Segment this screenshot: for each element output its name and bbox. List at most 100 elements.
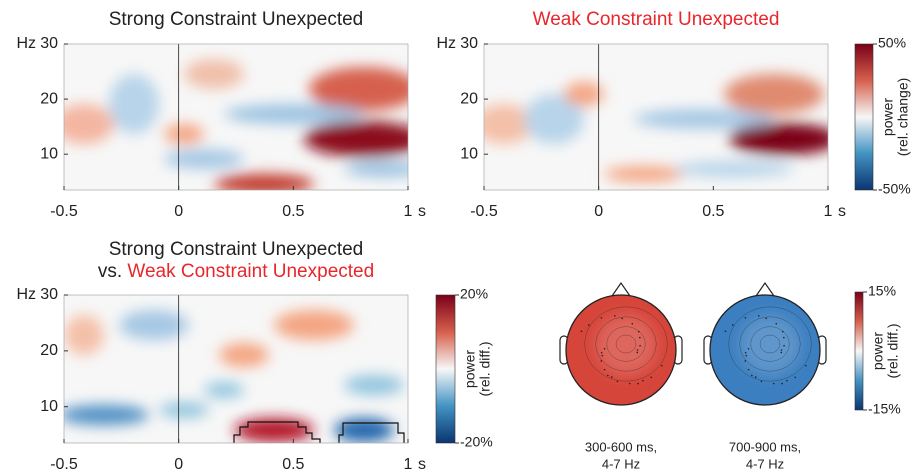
topomap-caption: 4-7 Hz [602, 456, 640, 471]
electrode [610, 376, 613, 378]
electrode [603, 368, 606, 371]
nose [755, 281, 775, 297]
y-axis-label: Hz [16, 286, 36, 303]
heatmap-patch [234, 418, 314, 442]
colorbar-label: (rel. change) [895, 78, 911, 157]
y-tick-label: 30 [40, 35, 58, 52]
heatmap-blobs [64, 59, 408, 190]
colorbar-tick-label: 20% [460, 286, 488, 302]
heatmap-patch [344, 161, 408, 177]
heatmap-patch [159, 402, 209, 418]
heatmap-patch [724, 74, 824, 114]
heatmap-patch [64, 405, 149, 425]
y-tick-label: 10 [40, 145, 58, 162]
electrode [765, 317, 767, 320]
heatmap [64, 310, 405, 443]
x-tick-label: 0.5 [282, 203, 304, 220]
colorbar-tick-label: 50% [878, 35, 906, 51]
scalp-shade [739, 314, 801, 376]
heatmap-patch [204, 382, 244, 398]
contour [595, 316, 657, 372]
x-tick-label: 0 [174, 456, 183, 472]
electrode [794, 376, 797, 379]
nose [611, 281, 631, 297]
heatmap-patch [64, 104, 114, 144]
electrode [747, 347, 750, 350]
electrode [580, 330, 583, 333]
contour [615, 334, 637, 354]
contour [606, 326, 646, 362]
heatmap-blobs [484, 74, 828, 182]
electrode [661, 364, 663, 367]
heatmap-patch [344, 375, 404, 395]
electrode [754, 376, 757, 378]
heatmap-patch [224, 104, 364, 124]
electrode [780, 351, 783, 354]
panel-title: Weak Constraint Unexpected [533, 9, 780, 30]
heatmap-patch [304, 121, 408, 157]
electrode [650, 376, 653, 379]
y-tick-label: 30 [460, 35, 478, 52]
electrode [637, 382, 639, 385]
electrode [805, 364, 807, 367]
electrode [638, 330, 640, 333]
x-tick-label: 1 [404, 203, 413, 220]
contour [739, 316, 801, 372]
x-axis-label: s [838, 203, 846, 220]
x-tick-label: -0.5 [470, 203, 498, 220]
electrode [760, 380, 763, 383]
colorbar-tick-label: -50% [878, 181, 911, 197]
heatmap-patch [219, 343, 269, 367]
y-tick-label: 20 [40, 342, 58, 359]
electrode [607, 374, 609, 377]
heatmap-patch [334, 418, 394, 442]
title-part: vs. [98, 261, 128, 282]
heatmap-patch [274, 310, 354, 340]
electrode [600, 351, 603, 354]
x-tick-label: 0.5 [702, 203, 724, 220]
electrode [600, 360, 603, 362]
electrode [744, 360, 747, 362]
electrode [758, 315, 760, 317]
electrode [781, 382, 783, 385]
heatmap [484, 74, 828, 182]
heatmap-patch [309, 67, 408, 111]
topomap-caption: 300-600 ms, [585, 439, 657, 454]
electrode [751, 374, 753, 377]
colorbar-label: power [462, 350, 478, 388]
electrode [732, 324, 734, 326]
heatmap-patch [164, 149, 244, 169]
x-tick-label: -0.5 [50, 456, 78, 472]
colorbar [854, 291, 864, 411]
y-tick-label: 20 [460, 90, 478, 107]
electrode [775, 322, 778, 325]
colorbar-label: (rel. diff.) [477, 342, 493, 397]
electrode [616, 380, 619, 383]
heatmap-patch [524, 94, 584, 144]
x-tick-label: -0.5 [50, 203, 78, 220]
electrode [780, 349, 783, 351]
heatmap-patch [64, 315, 104, 355]
heatmap-patch [634, 109, 774, 129]
heatmap-patch [184, 59, 244, 89]
colorbar-label: power [880, 98, 896, 136]
electrode [614, 315, 616, 317]
plot-frame [483, 43, 829, 191]
electrode [783, 336, 785, 339]
y-tick-label: 10 [40, 398, 58, 415]
electrode [747, 368, 750, 371]
x-tick-label: 0.5 [282, 456, 304, 472]
y-axis-label: Hz [16, 35, 36, 52]
electrode [621, 317, 623, 320]
panel-title: vs. Weak Constraint Unexpected [98, 261, 374, 282]
electrode [786, 379, 788, 382]
colorbar-tick-label: -15% [868, 401, 901, 417]
colorbar [854, 43, 874, 191]
heatmap-patch [729, 123, 828, 155]
electrode [631, 322, 634, 325]
x-axis-label: s [418, 456, 426, 472]
heatmap-blobs [64, 310, 404, 442]
scalp-shade [595, 314, 657, 376]
electrode [783, 345, 785, 347]
